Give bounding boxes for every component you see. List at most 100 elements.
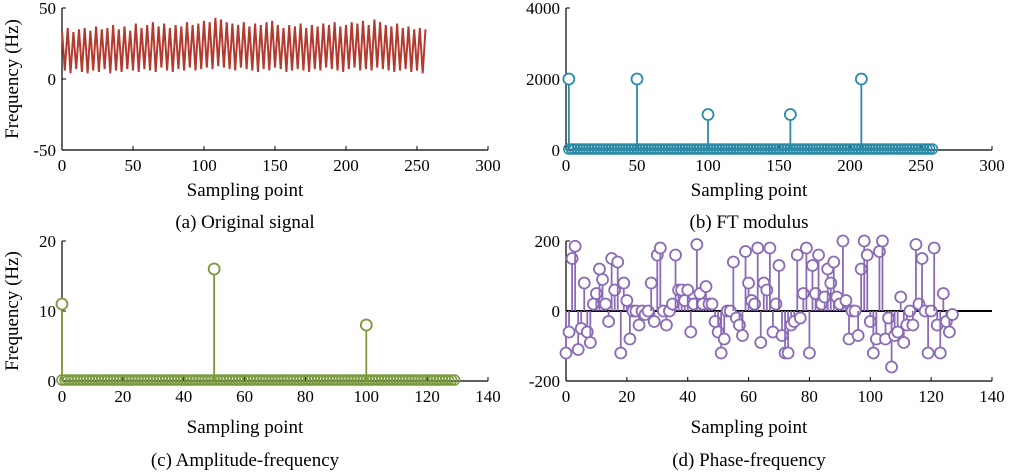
baseline-marker [68,374,80,386]
stem-marker [593,262,606,276]
y-axis-label: Frequency (Hz) [2,19,23,139]
stem-marker [207,262,221,276]
stem-marker [644,276,658,290]
stem-marker [751,241,765,255]
baseline-marker [342,374,354,386]
stem-marker [936,287,950,300]
baseline-marker [400,374,412,386]
x-axis-label: Sampling point [691,180,808,201]
baseline-marker [132,374,144,386]
stem-marker [943,325,956,339]
y-tick-label: 0 [48,70,57,89]
baseline-marker [120,374,132,386]
x-tick-label: 100 [695,156,721,175]
baseline-marker [448,374,461,386]
baseline-marker [229,374,242,386]
baseline-marker [381,374,394,386]
stem-marker [568,239,582,253]
baseline-marker [272,374,284,386]
baseline-marker [390,374,403,386]
x-tick-label: 20 [618,387,635,406]
baseline-marker [226,374,239,386]
stem-marker [577,276,591,290]
baseline-marker [129,374,141,386]
panel-caption: (b) FT modulus [690,212,809,233]
baseline-marker [351,374,363,386]
baseline-marker [406,374,418,386]
y-tick-label: 10 [39,302,56,321]
baseline-marker [168,374,181,386]
baseline-marker [107,374,120,386]
x-tick-label: 120 [414,387,440,406]
x-tick-label: 200 [333,156,359,175]
baseline-marker [92,374,105,386]
panel-caption: (c) Amplitude-frequency [151,450,340,471]
baseline-marker [287,374,300,386]
baseline-marker [211,374,223,386]
stem-marker [653,241,667,255]
stem-marker [562,325,576,339]
baseline-marker [171,374,184,386]
y-tick-label: 200 [535,232,561,251]
stem-marker [599,297,612,311]
baseline-marker [333,374,345,386]
baseline-marker [369,374,382,386]
stem-marker [717,332,731,346]
baseline-marker [430,374,443,386]
x-axis-label: Sampling point [691,417,808,438]
stem-marker [614,346,628,360]
y-tick-label: -200 [529,372,560,391]
signal-line [61,17,427,74]
baseline-marker [396,374,409,386]
stem-marker [927,241,941,255]
stem-marker [763,241,777,255]
stem-marker [839,294,853,307]
y-tick-label: 4000 [526,0,560,18]
stem-marker [790,248,804,262]
baseline-marker [433,374,446,386]
baseline-marker [217,374,230,386]
x-tick-label: 250 [404,156,430,175]
stem-marker [647,315,661,328]
baseline-marker [375,374,388,386]
x-tick-label: 20 [114,387,131,406]
baseline-marker [926,143,939,155]
stem-marker [812,248,825,262]
baseline-marker [260,374,272,386]
baseline-marker [65,374,77,386]
baseline-marker [199,374,211,386]
x-tick-label: 0 [58,387,67,406]
baseline-marker [293,374,306,386]
baseline-marker [442,374,455,386]
baseline-marker [253,374,266,386]
stem-marker [701,108,715,121]
baseline-marker [123,374,135,386]
stem-marker [714,346,728,360]
baseline-marker [345,374,357,386]
baseline-marker [263,374,275,386]
x-tick-label: 120 [918,387,944,406]
baseline-marker [80,374,93,386]
baseline-marker [247,374,260,386]
baseline-marker [439,374,452,386]
baseline-marker [117,374,129,386]
stem-marker [559,346,573,360]
y-axis-label: Frequency (Hz) [2,251,23,371]
baseline-marker [363,374,376,386]
baseline-marker [278,374,290,386]
baseline-marker [296,374,309,386]
x-tick-label: 80 [801,387,818,406]
stem-marker [894,290,908,304]
x-tick-label: 140 [979,387,1005,406]
stem-marker [946,308,959,321]
stem-marker [857,234,871,248]
baseline-marker [250,374,263,386]
baseline-marker [114,374,126,386]
stem-marker [620,294,634,307]
x-tick-label: 100 [191,156,217,175]
baseline-marker [284,374,297,386]
stem-marker [617,276,631,290]
stem-marker [660,318,673,332]
baseline-marker [101,374,114,386]
